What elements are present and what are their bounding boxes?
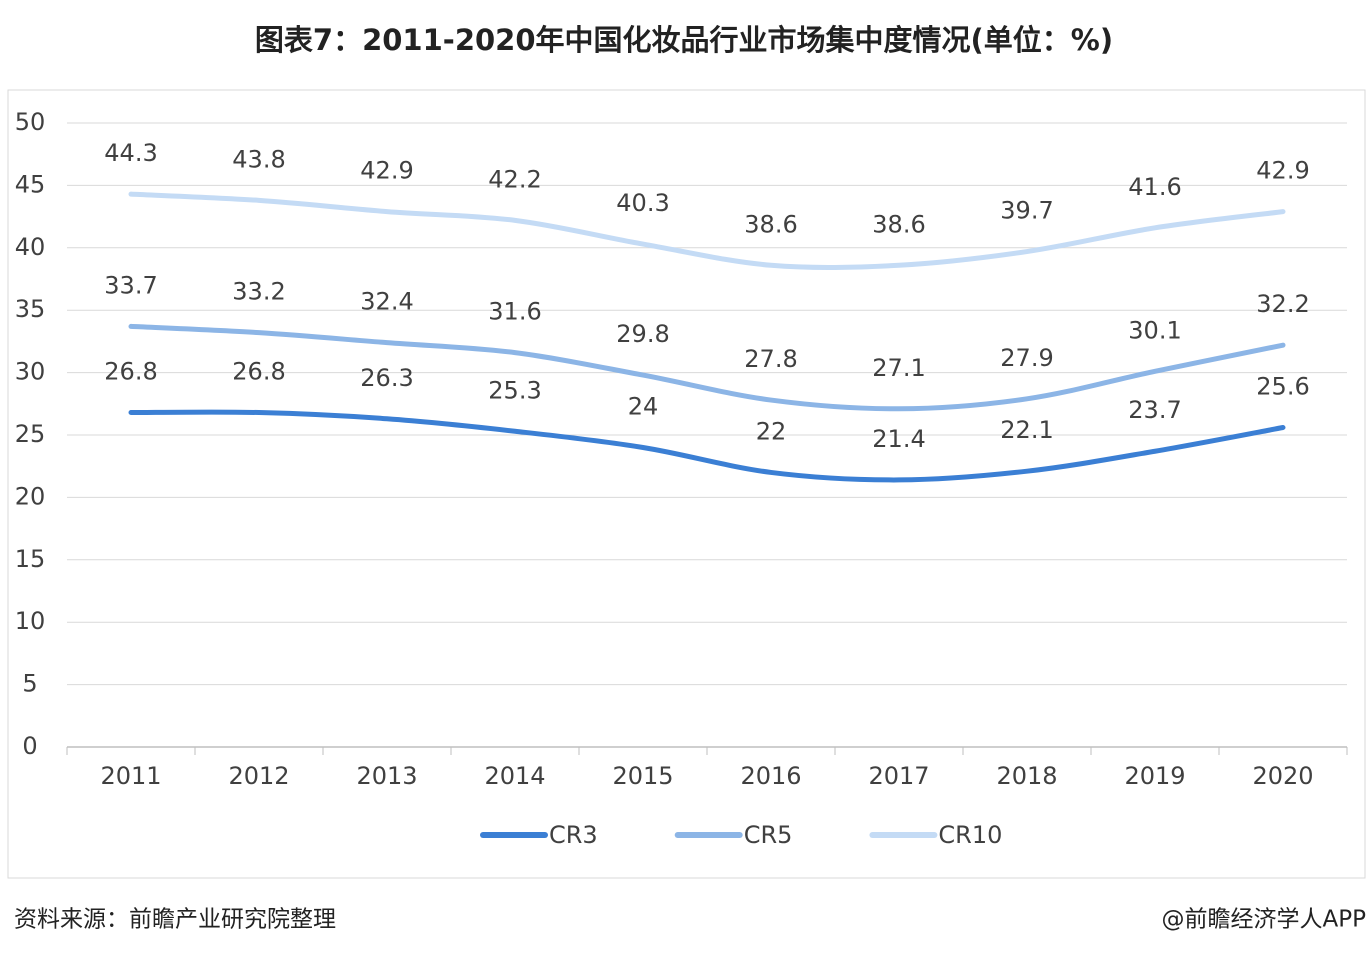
data-label: 26.8 <box>232 358 285 386</box>
chart-frame <box>7 89 1366 879</box>
data-label: 38.6 <box>744 210 797 238</box>
x-tick-label: 2016 <box>740 762 801 790</box>
data-label: 40.3 <box>616 189 669 217</box>
y-tick-label: 45 <box>15 170 46 198</box>
data-label: 32.2 <box>1256 290 1309 318</box>
data-label: 29.8 <box>616 320 669 348</box>
data-label: 31.6 <box>488 298 541 326</box>
data-label: 27.1 <box>872 354 925 382</box>
x-tick-label: 2019 <box>1124 762 1185 790</box>
data-label: 42.2 <box>488 165 541 193</box>
data-label: 33.2 <box>232 278 285 306</box>
legend-label: CR3 <box>549 821 598 849</box>
data-label: 44.3 <box>104 139 157 167</box>
x-tick-label: 2012 <box>228 762 289 790</box>
data-label: 30.1 <box>1128 316 1181 344</box>
data-label: 42.9 <box>1256 157 1309 185</box>
data-label: 23.7 <box>1128 396 1181 424</box>
data-label: 38.6 <box>872 210 925 238</box>
source: 资料来源：前瞻产业研究院整理 <box>14 907 336 933</box>
data-label: 22 <box>756 417 787 445</box>
data-label: 32.4 <box>360 288 413 316</box>
credit: @前瞻经济学人APP <box>1162 907 1367 933</box>
y-tick-label: 35 <box>15 295 46 323</box>
y-tick-label: 20 <box>15 482 46 510</box>
legend-label: CR5 <box>744 821 793 849</box>
data-label: 22.1 <box>1000 416 1053 444</box>
x-tick-label: 2013 <box>356 762 417 790</box>
data-label: 24 <box>628 392 659 420</box>
data-label: 26.8 <box>104 358 157 386</box>
series-line <box>128 191 1286 270</box>
y-tick-label: 40 <box>15 233 46 261</box>
y-tick-label: 50 <box>15 108 46 136</box>
x-tick-label: 2011 <box>100 762 161 790</box>
data-label: 42.9 <box>360 157 413 185</box>
data-label: 25.6 <box>1256 373 1309 401</box>
data-label: 43.8 <box>232 145 285 173</box>
y-tick-label: 10 <box>15 607 46 635</box>
y-tick-label: 15 <box>15 545 46 573</box>
chart-title: 图表7：2011-2020年中国化妆品行业市场集中度情况(单位：%) <box>255 23 1113 57</box>
legend-label: CR10 <box>938 821 1002 849</box>
series-line <box>128 323 1286 412</box>
data-label: 25.3 <box>488 376 541 404</box>
x-tick-label: 2017 <box>868 762 929 790</box>
series-line <box>128 409 1286 483</box>
data-label: 39.7 <box>1000 197 1053 225</box>
data-label: 21.4 <box>872 425 925 453</box>
y-tick-label: 0 <box>22 732 37 760</box>
data-label: 27.8 <box>744 345 797 373</box>
data-label: 41.6 <box>1128 173 1181 201</box>
y-tick-label: 25 <box>15 420 46 448</box>
y-tick-label: 5 <box>22 670 37 698</box>
x-tick-label: 2020 <box>1252 762 1313 790</box>
x-tick-label: 2018 <box>996 762 1057 790</box>
data-label: 26.3 <box>360 364 413 392</box>
data-label: 27.9 <box>1000 344 1053 372</box>
x-tick-label: 2015 <box>612 762 673 790</box>
x-tick-label: 2014 <box>484 762 545 790</box>
data-label: 33.7 <box>104 271 157 299</box>
y-tick-label: 30 <box>15 358 46 386</box>
